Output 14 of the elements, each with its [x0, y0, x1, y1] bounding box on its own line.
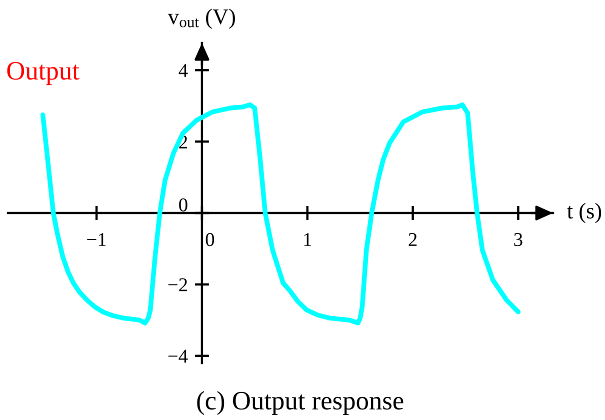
y-tick-label: −2 [168, 278, 188, 292]
line-series [40, 102, 521, 326]
x-tick-label: −1 [87, 233, 106, 246]
series-label: Output [7, 62, 80, 86]
y-tick-label: −4 [168, 350, 188, 363]
text: (c) Output response [197, 391, 404, 415]
x-tick-label: 1 [304, 233, 312, 246]
x-axis-title: t (s) [567, 202, 602, 224]
y-tick-label: 0 [179, 198, 188, 212]
x-tick-label: 3 [514, 233, 522, 246]
x-tick-label: 0 [206, 233, 214, 246]
y-tick-label: 4 [178, 64, 188, 77]
y-axis-title: v$_{out}$ (V) [168, 8, 235, 29]
x-tick-label: 2 [408, 233, 417, 246]
